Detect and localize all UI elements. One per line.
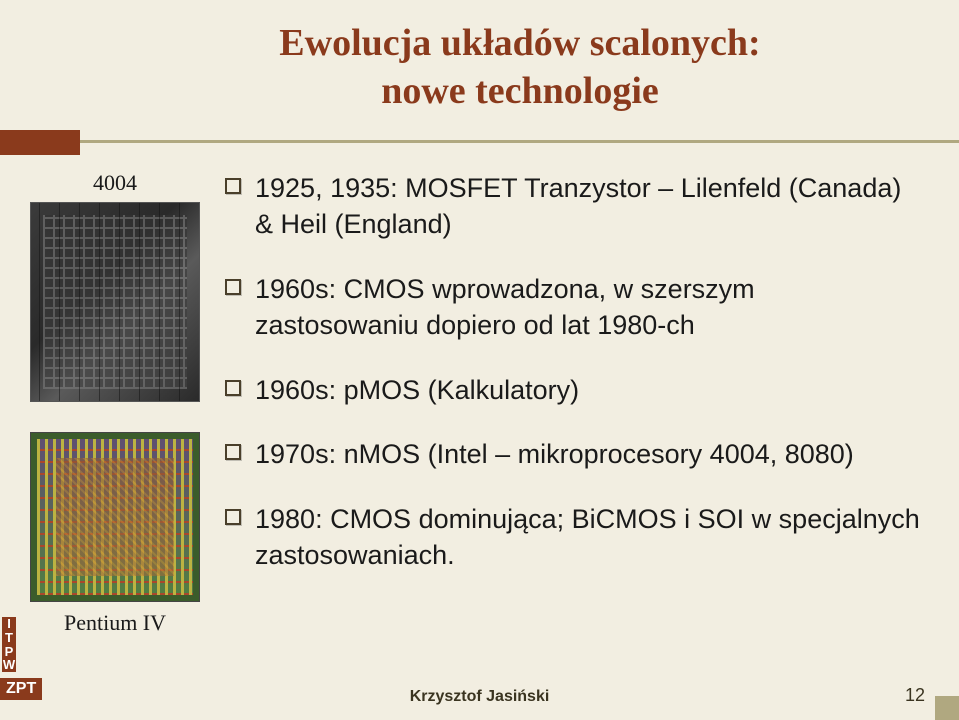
footer-author: Krzysztof Jasiński: [0, 688, 959, 706]
bullet-text: 1960s: CMOS wprowadzona, w szerszym zast…: [255, 271, 925, 344]
title-line-1: Ewolucja układów scalonych:: [170, 20, 870, 68]
title-line-2: nowe technologie: [170, 68, 870, 116]
divider-line: [80, 140, 959, 143]
chip-pentium-image: [30, 432, 200, 602]
itpw-letter: P: [2, 645, 16, 659]
bullet-marker: [225, 279, 241, 295]
accent-bar: [0, 130, 80, 155]
bullet-marker: [225, 509, 241, 525]
bullet-item: 1980: CMOS dominująca; BiCMOS i SOI w sp…: [225, 501, 925, 574]
itpw-letter: W: [2, 658, 16, 672]
itpw-letter: I: [2, 617, 16, 631]
chip-4004-image: [30, 202, 200, 402]
bullet-marker: [225, 380, 241, 396]
itpw-letter: T: [2, 631, 16, 645]
bullet-text: 1960s: pMOS (Kalkulatory): [255, 372, 579, 408]
slide-title: Ewolucja układów scalonych: nowe technol…: [170, 20, 870, 115]
bullet-text: 1980: CMOS dominująca; BiCMOS i SOI w sp…: [255, 501, 925, 574]
bullet-text: 1970s: nMOS (Intel – mikroprocesory 4004…: [255, 436, 854, 472]
corner-decoration: [935, 696, 959, 720]
chip-pentium-label: Pentium IV: [30, 610, 200, 636]
bullet-list: 1925, 1935: MOSFET Tranzystor – Lilenfel…: [225, 170, 925, 602]
bullet-item: 1970s: nMOS (Intel – mikroprocesory 4004…: [225, 436, 925, 472]
bullet-marker: [225, 178, 241, 194]
left-column: 4004 Pentium IV: [30, 170, 200, 636]
itpw-badge: I T P W: [2, 617, 16, 672]
footer-page-number: 12: [905, 685, 925, 706]
bullet-item: 1960s: CMOS wprowadzona, w szerszym zast…: [225, 271, 925, 344]
bullet-text: 1925, 1935: MOSFET Tranzystor – Lilenfel…: [255, 170, 925, 243]
bullet-item: 1960s: pMOS (Kalkulatory): [225, 372, 925, 408]
bullet-item: 1925, 1935: MOSFET Tranzystor – Lilenfel…: [225, 170, 925, 243]
bullet-marker: [225, 444, 241, 460]
chip-4004-label: 4004: [30, 170, 200, 196]
